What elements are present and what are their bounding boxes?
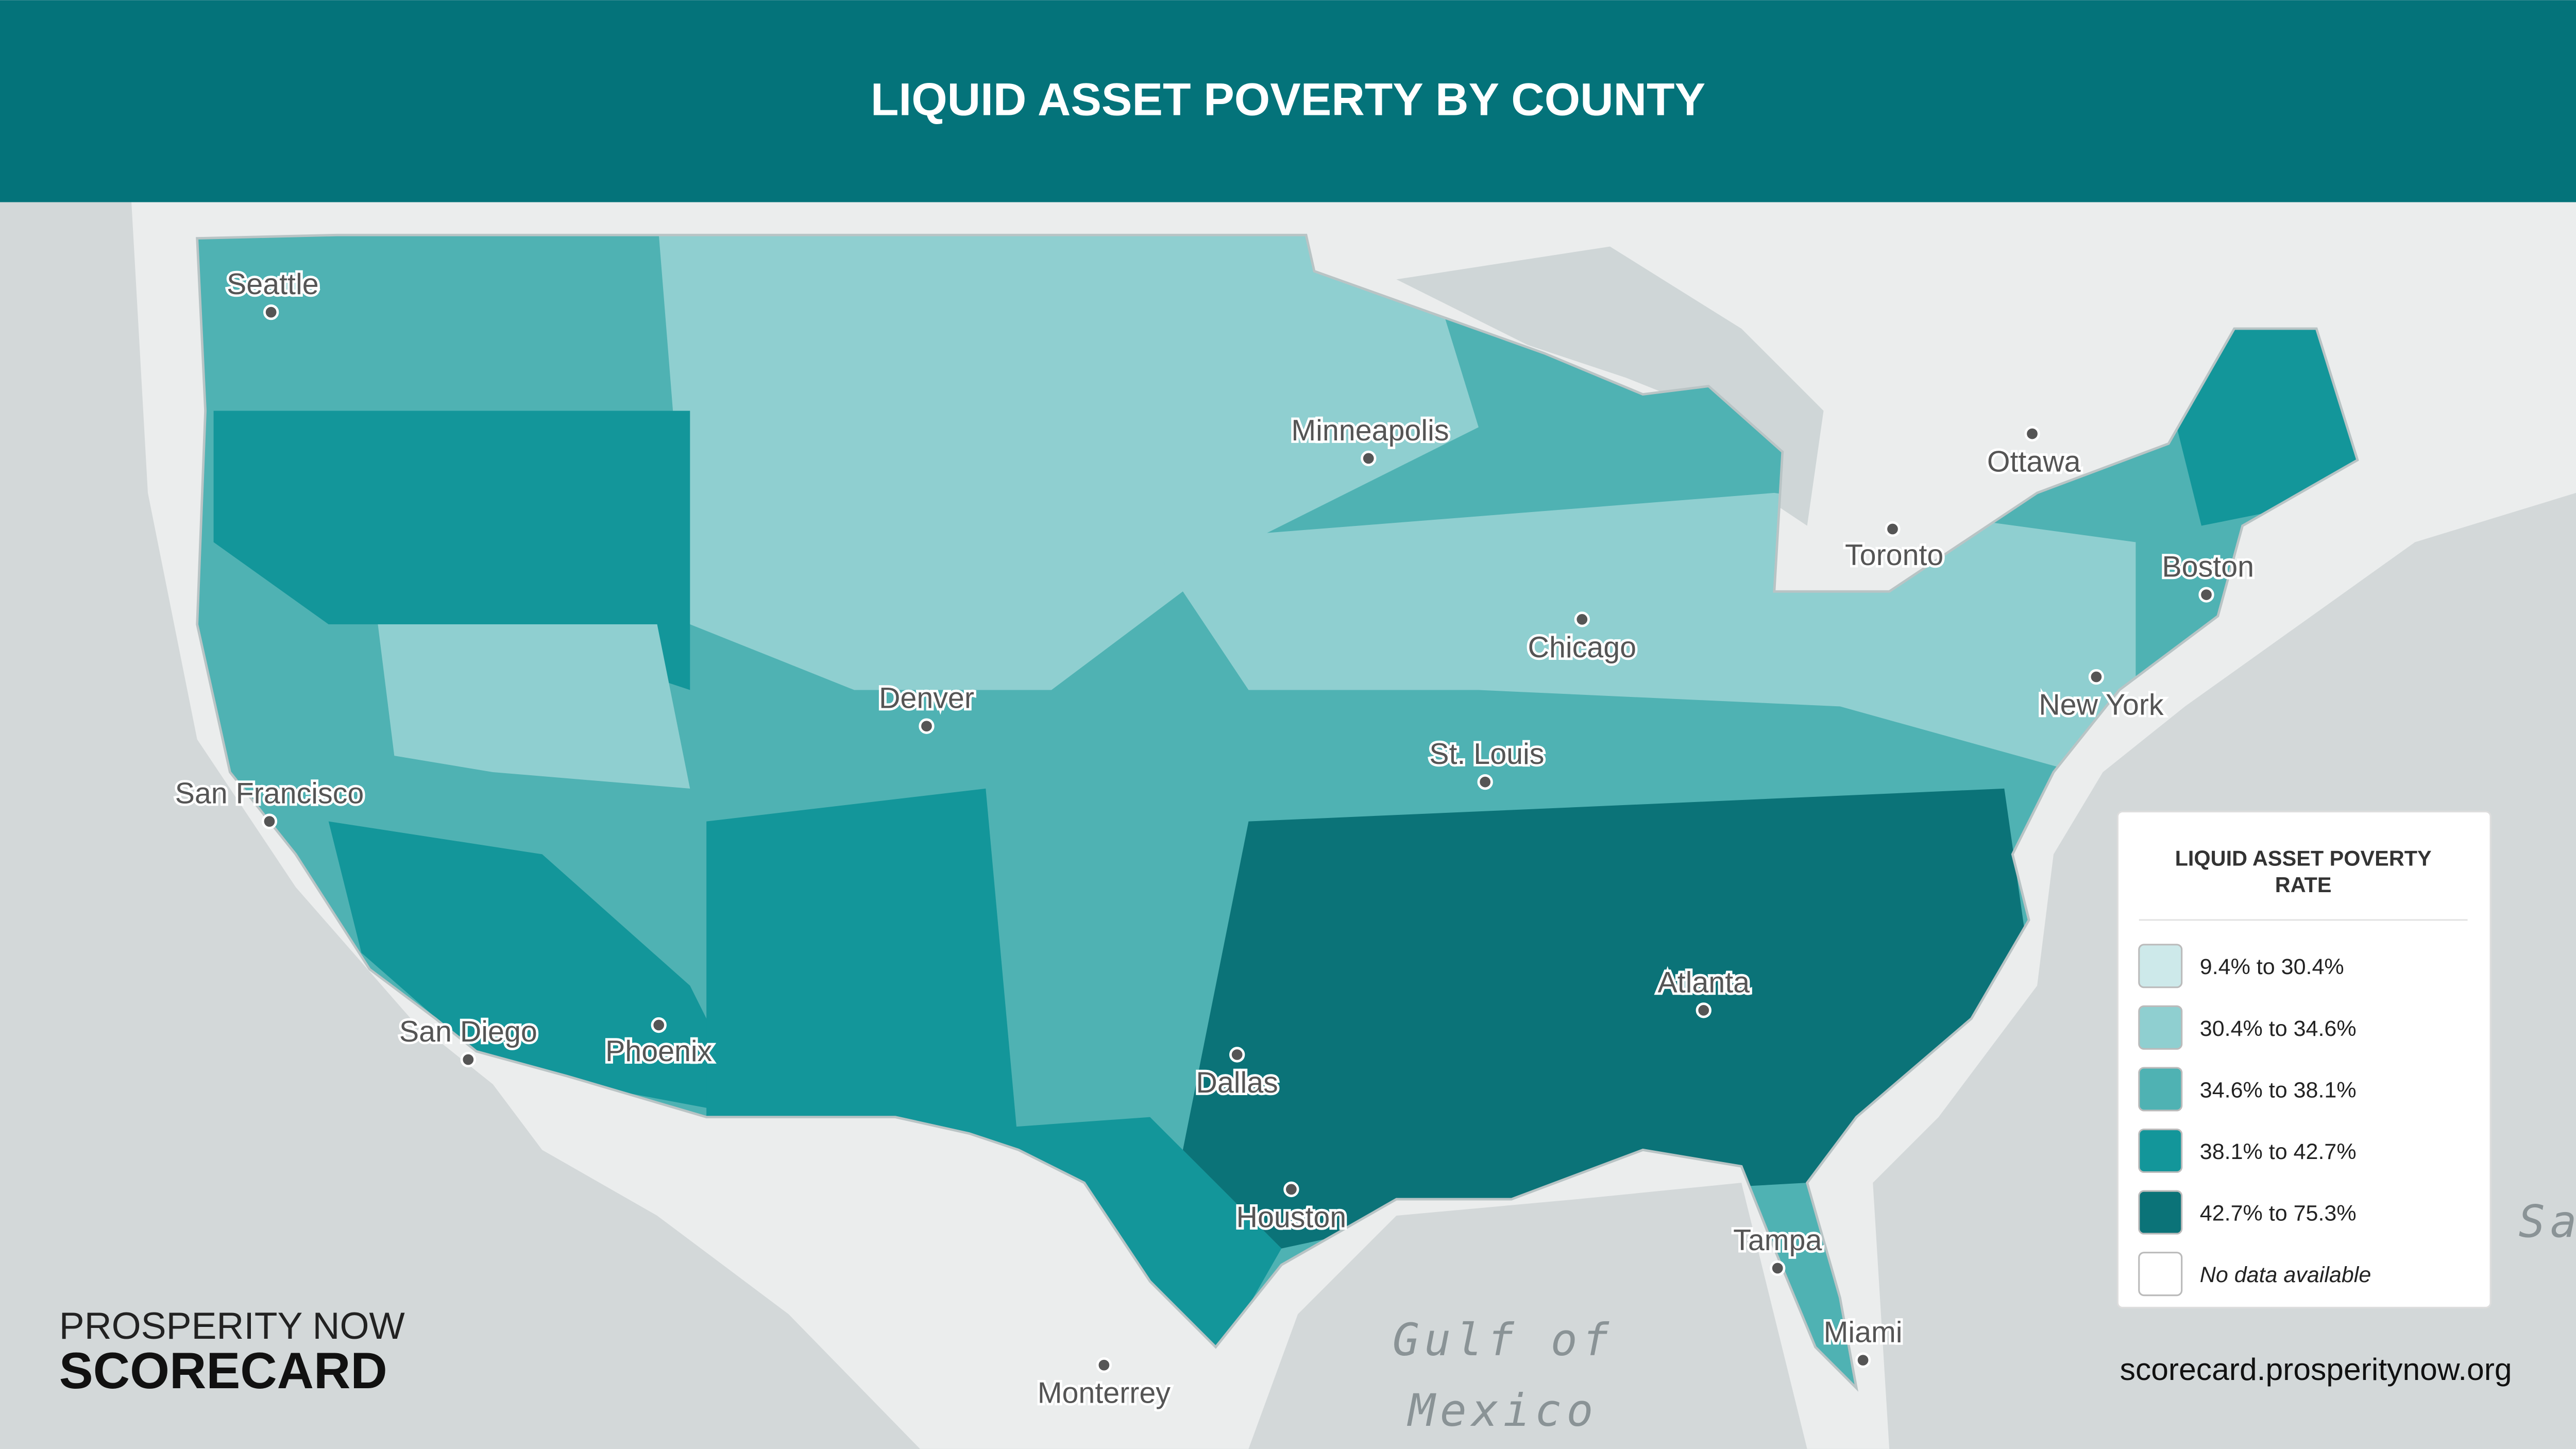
city-dot (1229, 1047, 1245, 1063)
city-dot (1283, 1181, 1299, 1198)
city-dot (2024, 425, 2040, 442)
city-labels: Seattle Minneapolis Ottawa Toronto Boston Chi… (173, 265, 2257, 1412)
legend-label: 9.4% to 30.4% (2200, 954, 2344, 979)
legend-label: 34.6% to 38.1% (2200, 1078, 2357, 1102)
city-label: Dallas (1196, 1066, 1278, 1099)
city-dot (2198, 587, 2214, 603)
city-label: Phoenix (605, 1035, 713, 1068)
city-label: Ottawa (1987, 445, 2081, 478)
city-label: Denver (879, 682, 974, 715)
city-dot (1574, 611, 1590, 627)
great-lakes (1396, 246, 1824, 526)
city-dot (1770, 1260, 1786, 1276)
legend-title: RATE (2275, 873, 2332, 897)
city-label: Monterrey (1038, 1376, 1171, 1409)
header-bar (0, 0, 2576, 202)
city-dot (1696, 1002, 1711, 1018)
city-label: Atlanta (1657, 966, 1750, 999)
legend: LIQUID ASSET POVERTY RATE 9.4% to 30.4% 3… (2116, 810, 2492, 1309)
legend-box (2116, 810, 2492, 1309)
legend-label: 42.7% to 75.3% (2200, 1201, 2357, 1226)
city-dot (261, 813, 278, 829)
city-dot (919, 718, 935, 734)
city-label: Boston (2162, 551, 2254, 584)
city-dot (263, 304, 279, 320)
region (706, 788, 1019, 1150)
city-label: Miami (1824, 1316, 1903, 1349)
legend-label: 30.4% to 34.6% (2200, 1016, 2357, 1041)
city-dot (651, 1017, 667, 1033)
city-dot (1477, 774, 1493, 790)
region (213, 411, 690, 690)
region (657, 235, 1479, 690)
city-label: San Francisco (175, 777, 364, 810)
city-label: Tampa (1733, 1224, 1822, 1257)
city-dot (1361, 450, 1377, 467)
city-dot (1855, 1352, 1871, 1368)
region (1182, 788, 2038, 1249)
brand-line1: PROSPERITY NOW (59, 1305, 405, 1347)
city-dot (460, 1051, 476, 1068)
water-label: Gulf of (1393, 1315, 1614, 1366)
legend-swatch (2138, 944, 2183, 988)
legend-swatch (2138, 1252, 2183, 1297)
legend-swatch (2138, 1005, 2183, 1050)
city-dot (1885, 521, 1901, 537)
city-label: St. Louis (1429, 738, 1544, 771)
water-label: Mexico (1407, 1385, 1598, 1437)
legend-label: No data available (2200, 1263, 2371, 1287)
legend-swatch (2138, 1190, 2183, 1235)
city-dot (1096, 1357, 1112, 1373)
legend-swatch (2138, 1128, 2183, 1173)
legend-label: 38.1% to 42.7% (2200, 1139, 2357, 1164)
region (328, 821, 756, 1117)
city-label: Minneapolis (1291, 414, 1449, 447)
city-label: Seattle (227, 268, 319, 301)
brand-line2: SCORECARD (59, 1342, 387, 1399)
city-label: Toronto (1845, 539, 1943, 572)
page-title: LIQUID ASSET POVERTY BY COUNTY (871, 73, 1705, 125)
legend-title: LIQUID ASSET POVERTY (2175, 846, 2432, 871)
city-dot (2088, 669, 2105, 685)
city-label: San Diego (399, 1015, 537, 1048)
legend-swatch (2138, 1067, 2183, 1112)
footer-url: scorecard.prosperitynow.org (2120, 1352, 2512, 1387)
water-label: Sa (2518, 1196, 2576, 1248)
city-label: New York (2039, 688, 2164, 721)
city-label: Chicago (1528, 631, 1637, 664)
city-label: Houston (1236, 1201, 1347, 1234)
region (378, 624, 690, 789)
